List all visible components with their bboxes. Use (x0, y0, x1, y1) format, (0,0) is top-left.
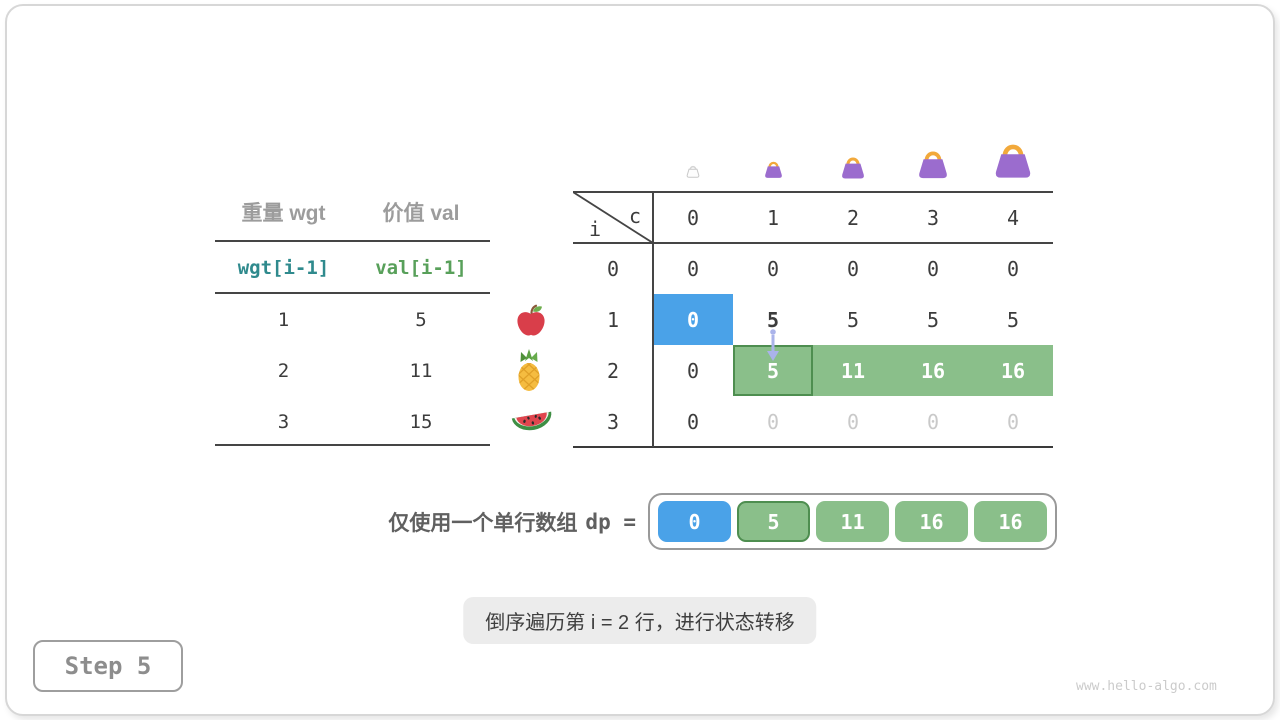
item-weight: 1 (277, 308, 290, 331)
highlight-green-band (733, 345, 1053, 396)
dp-array-label: 仅使用一个单行数组 dp = (320, 507, 636, 537)
dp-cell-highlighted-green: 16 (920, 358, 946, 383)
dp-array-label-code: dp = (585, 510, 636, 534)
dp-cell: 0 (686, 409, 700, 434)
dp-cell: 0 (926, 256, 940, 281)
dp-array-cell: 16 (974, 501, 1047, 542)
step-caption: 倒序遍历第 i = 2 行，进行状态转移 (463, 597, 817, 644)
dp-cell-active: 5 (766, 358, 780, 383)
grid-bottom-line (573, 446, 1053, 449)
corner-label-c: c (628, 204, 641, 228)
col-header: 2 (846, 205, 860, 230)
value-code-label: val[i-1] (375, 256, 467, 279)
dp-cell-source: 5 (766, 307, 780, 332)
row-header: 3 (606, 409, 620, 434)
item-weight: 2 (277, 359, 290, 382)
dp-cell: 0 (846, 256, 860, 281)
weight-column-header: 重量 wgt (241, 202, 326, 225)
dp-array-cell: 11 (816, 501, 890, 542)
col-header: 0 (686, 205, 700, 230)
item-value: 11 (409, 359, 433, 382)
dp-array-container: 0 5 11 16 16 (648, 493, 1057, 550)
dp-array-cell-active: 5 (736, 501, 811, 542)
weight-code-label: wgt[i-1] (237, 256, 330, 279)
bag-large-icon (914, 147, 952, 185)
dp-cell-pending: 0 (846, 409, 860, 434)
state-transition-arrow-icon (766, 329, 780, 367)
corner-label-i: i (589, 217, 602, 241)
bag-medium-icon (838, 154, 868, 185)
dp-array-label-text: 仅使用一个单行数组 (388, 512, 578, 535)
row-header: 1 (606, 307, 620, 332)
col-header: 1 (766, 205, 780, 230)
table-divider (215, 292, 490, 294)
item-value: 5 (415, 308, 427, 331)
item-value: 15 (409, 410, 433, 433)
grid-header-line (573, 242, 1053, 244)
dp-array-cell: 16 (895, 501, 969, 542)
dp-cell: 5 (846, 307, 860, 332)
dp-cell: 0 (686, 256, 700, 281)
row-header: 2 (606, 358, 620, 383)
watermark: www.hello-algo.com (1076, 679, 1217, 694)
dp-cell-highlighted-green: 16 (1000, 358, 1026, 383)
dp-array-cell-blue: 0 (658, 501, 731, 542)
dp-cell-pending: 0 (926, 409, 940, 434)
value-column-header: 价值 val (382, 202, 460, 225)
grid-corner-cell: c i (573, 192, 653, 243)
grid-top-line (573, 191, 1053, 193)
dp-cell: 0 (766, 256, 780, 281)
dp-cell-pending: 0 (766, 409, 780, 434)
bag-xlarge-icon (989, 139, 1037, 185)
grid-vertical-line (652, 191, 654, 447)
col-header: 3 (926, 205, 940, 230)
bag-small-icon (762, 159, 785, 184)
highlight-blue-cell (653, 294, 733, 345)
dp-cell-highlighted-blue: 0 (686, 307, 700, 332)
dp-cell-highlighted-green: 11 (840, 358, 866, 383)
dp-cell: 0 (686, 358, 700, 383)
dp-cell-pending: 0 (1006, 409, 1020, 434)
dp-cell: 5 (926, 307, 940, 332)
dp-cell: 0 (1006, 256, 1020, 281)
pineapple-icon (511, 349, 547, 393)
table-divider (215, 240, 490, 242)
watermelon-icon (510, 406, 554, 438)
bag-empty-icon (685, 164, 701, 183)
col-header: 4 (1006, 205, 1020, 230)
dp-cell: 5 (1006, 307, 1020, 332)
apple-icon (513, 302, 549, 338)
step-badge: Step 5 (33, 640, 183, 692)
item-weight: 3 (277, 410, 290, 433)
row-header: 0 (606, 256, 620, 281)
card-frame (5, 4, 1275, 716)
table-divider (215, 444, 490, 446)
